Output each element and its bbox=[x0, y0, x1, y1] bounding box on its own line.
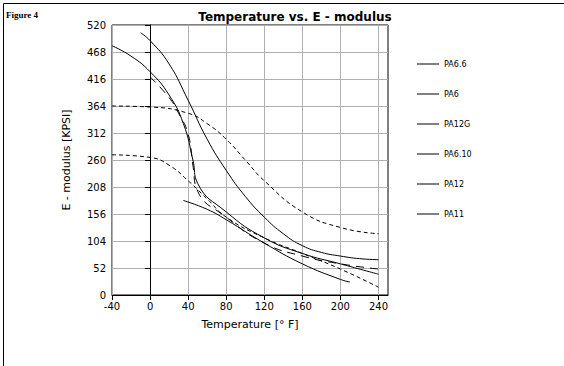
svg-text:468: 468 bbox=[87, 47, 106, 58]
svg-text:208: 208 bbox=[87, 182, 106, 193]
svg-text:240: 240 bbox=[369, 301, 388, 312]
svg-text:PA6: PA6 bbox=[444, 90, 459, 99]
svg-text:Figure 4: Figure 4 bbox=[6, 10, 39, 20]
svg-text:PA6.10: PA6.10 bbox=[444, 150, 472, 159]
svg-text:PA11: PA11 bbox=[444, 210, 464, 219]
svg-text:200: 200 bbox=[331, 301, 350, 312]
svg-text:160: 160 bbox=[293, 301, 312, 312]
svg-text:120: 120 bbox=[255, 301, 274, 312]
svg-text:52: 52 bbox=[93, 263, 106, 274]
svg-text:520: 520 bbox=[87, 20, 106, 31]
svg-text:E - modulus [KPSI]: E - modulus [KPSI] bbox=[60, 109, 73, 210]
svg-text:104: 104 bbox=[87, 236, 106, 247]
svg-text:0: 0 bbox=[147, 301, 153, 312]
svg-text:80: 80 bbox=[220, 301, 233, 312]
svg-text:312: 312 bbox=[87, 128, 106, 139]
svg-text:PA12: PA12 bbox=[444, 180, 464, 189]
svg-text:-40: -40 bbox=[104, 301, 120, 312]
svg-text:40: 40 bbox=[182, 301, 195, 312]
svg-text:0: 0 bbox=[100, 290, 106, 301]
svg-text:PA12G: PA12G bbox=[444, 120, 470, 129]
svg-text:260: 260 bbox=[87, 155, 106, 166]
svg-text:364: 364 bbox=[87, 101, 106, 112]
svg-text:Temperature vs. E - modulus: Temperature vs. E - modulus bbox=[198, 10, 391, 24]
svg-text:Temperature [° F]: Temperature [° F] bbox=[200, 318, 298, 331]
svg-text:156: 156 bbox=[87, 209, 106, 220]
svg-text:416: 416 bbox=[87, 74, 106, 85]
svg-text:PA6.6: PA6.6 bbox=[444, 60, 467, 69]
